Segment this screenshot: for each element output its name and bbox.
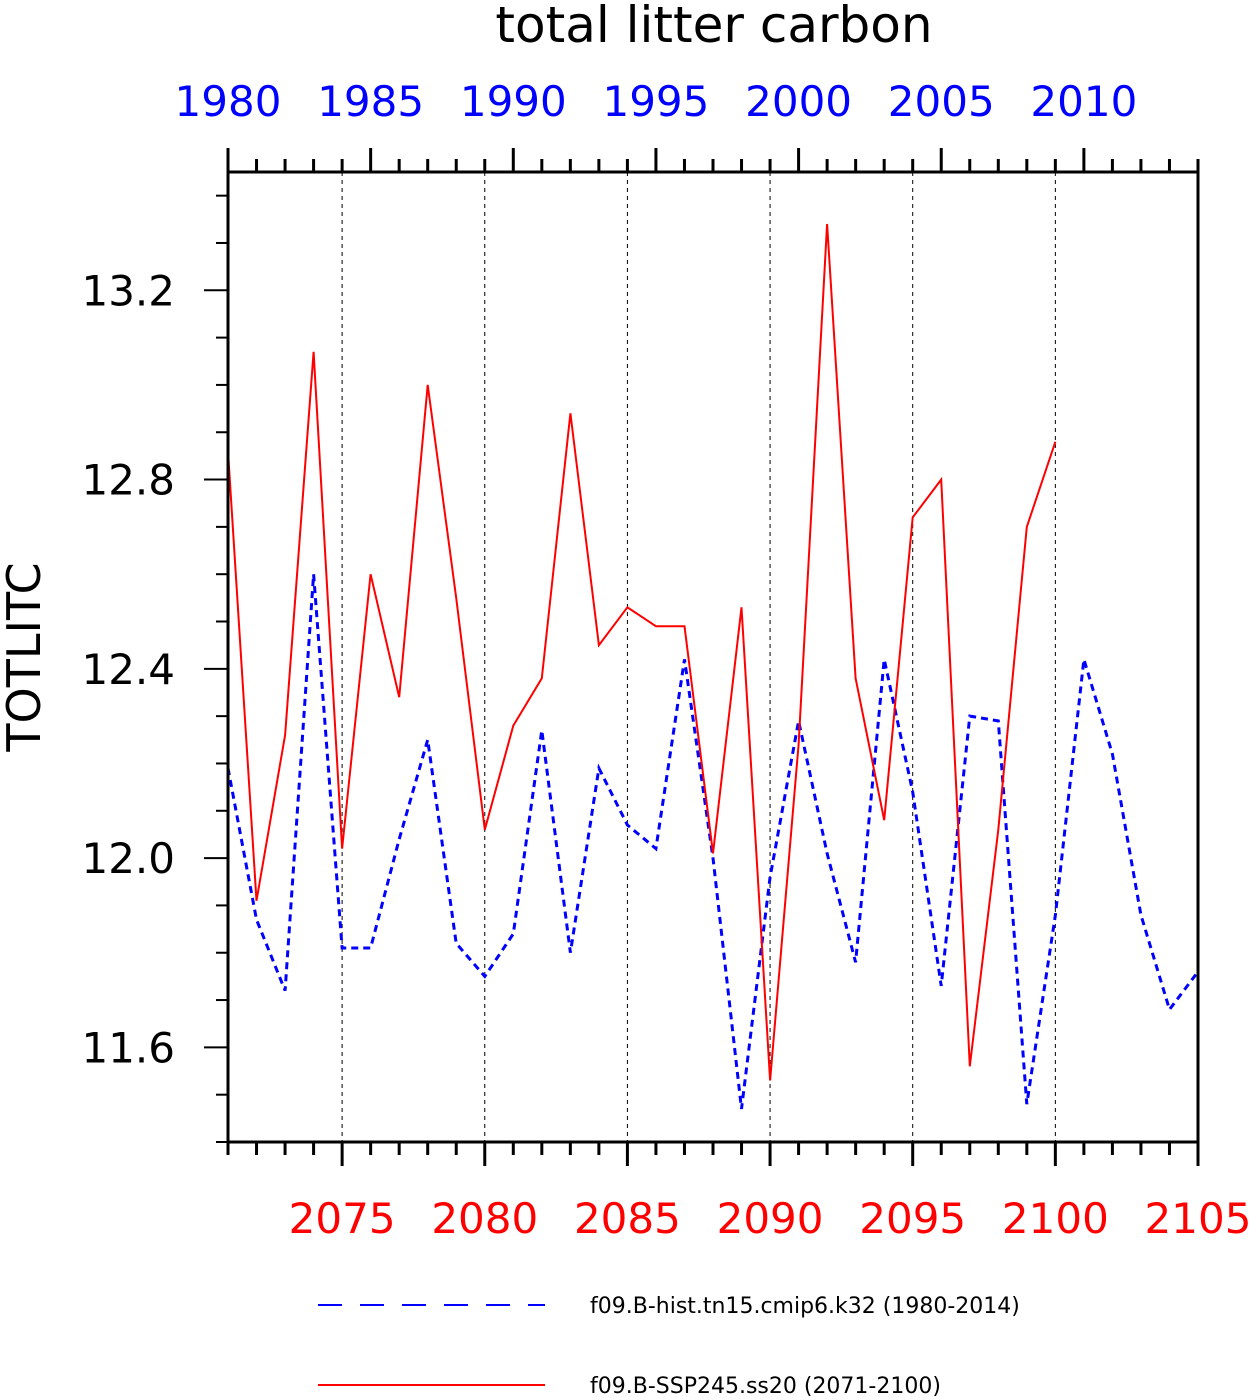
y-tick-label-11.6: 11.6 xyxy=(81,1023,175,1072)
y-axis-label: TOTLITC xyxy=(0,562,51,752)
bottom-tick-label-2075: 2075 xyxy=(289,1194,396,1243)
series-layer xyxy=(228,223,1198,1110)
top-tick-label-1980: 1980 xyxy=(175,77,282,126)
axis-ticks xyxy=(204,148,1200,1166)
plot-frame xyxy=(226,170,1200,1144)
bottom-tick-label-2090: 2090 xyxy=(717,1194,824,1243)
gridlines xyxy=(341,172,1056,1142)
legend-label-ssp: f09.B-SSP245.ss20 (2071-2100) xyxy=(590,1374,941,1399)
y-tick-label-12.8: 12.8 xyxy=(81,456,175,505)
y-tick-label-13.2: 13.2 xyxy=(81,266,175,315)
top-tick-label-1985: 1985 xyxy=(317,77,424,126)
top-tick-label-2000: 2000 xyxy=(745,77,852,126)
tick-labels: 11.6 12.0 12.4 12.8 13.2 1980 1985 1990 1995 2000… xyxy=(81,77,1251,1243)
chart-title: total litter carbon xyxy=(495,0,932,54)
y-tick-label-12.4: 12.4 xyxy=(81,645,175,694)
top-tick-label-2010: 2010 xyxy=(1030,77,1137,126)
legend-label-hist: f09.B-hist.tn15.cmip6.k32 (1980-2014) xyxy=(590,1294,1020,1319)
top-tick-label-1990: 1990 xyxy=(460,77,567,126)
bottom-tick-label-2105: 2105 xyxy=(1145,1194,1252,1243)
bottom-tick-label-2100: 2100 xyxy=(1002,1194,1109,1243)
bottom-tick-label-2095: 2095 xyxy=(859,1194,966,1243)
legend: f09.B-hist.tn15.cmip6.k32 (1980-2014) f0… xyxy=(318,1294,1020,1399)
top-tick-label-2005: 2005 xyxy=(888,77,995,126)
bottom-tick-label-2085: 2085 xyxy=(574,1194,681,1243)
top-tick-label-1995: 1995 xyxy=(602,77,709,126)
series-line-hist xyxy=(228,574,1198,1110)
series-line-ssp xyxy=(228,223,1057,1081)
y-tick-label-12.0: 12.0 xyxy=(81,834,175,883)
bottom-tick-label-2080: 2080 xyxy=(431,1194,538,1243)
